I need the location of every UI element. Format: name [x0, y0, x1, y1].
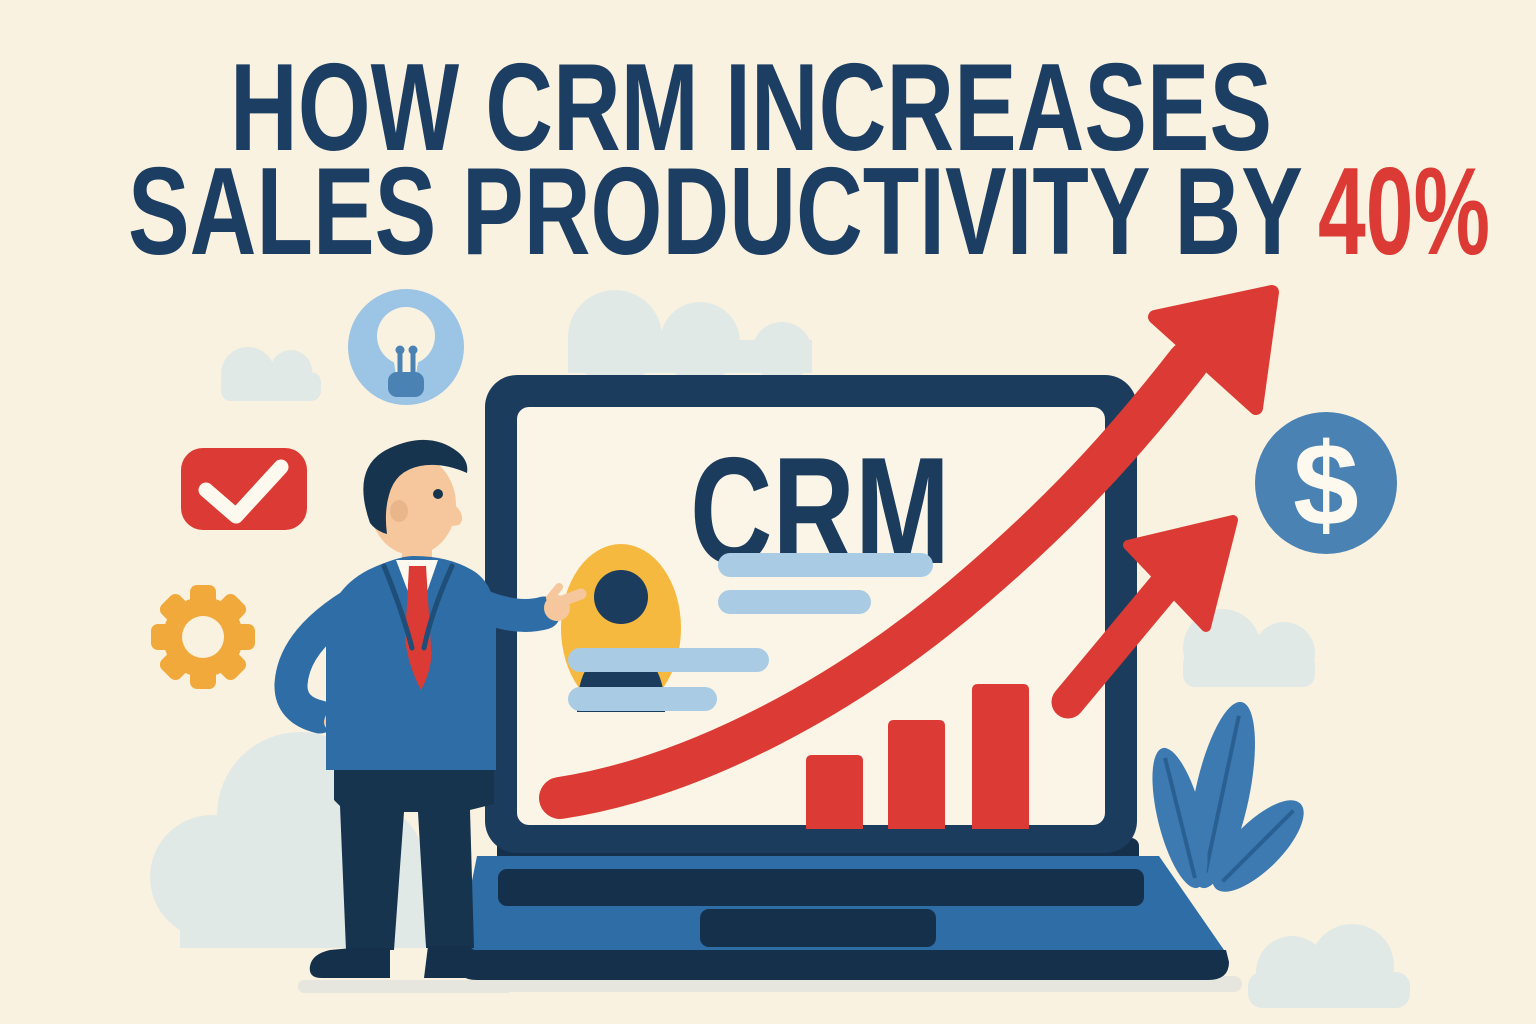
bar-chart: [806, 684, 1029, 829]
lapel-right: [421, 563, 455, 651]
growth-arrowhead: [1148, 285, 1279, 415]
man-shadow: [298, 980, 513, 993]
secondary-arrowhead: [1123, 515, 1238, 632]
pointing-hand: [544, 583, 587, 621]
plant-leaves: [1152, 701, 1304, 892]
laptop-keyboard: [498, 869, 1144, 906]
chart-bar-1: [806, 755, 863, 829]
secondary-growth-arrow: [1051, 515, 1238, 719]
checkmark-icon: [181, 448, 307, 530]
laptop-base: [456, 950, 1229, 980]
growth-curve-arrow: [539, 285, 1279, 819]
lapel-left: [381, 563, 415, 651]
headline: HOW CRM INCREASES SALES PRODUCTIVITY BY …: [128, 39, 1490, 281]
laptop: CRM: [456, 375, 1229, 980]
hair: [363, 439, 468, 534]
cloud-bottom-right: [1248, 924, 1410, 1008]
chart-bar-2: [888, 720, 945, 829]
cloud-left: [221, 347, 321, 401]
placeholder-text-lines: [568, 553, 933, 711]
text-line-4: [568, 687, 717, 711]
businessman: [274, 439, 587, 978]
cloud-top: [568, 290, 812, 384]
text-line-1: [718, 553, 933, 577]
text-line-2: [718, 590, 871, 614]
tie: [405, 566, 432, 690]
left-shoe: [309, 948, 390, 978]
headline-line1: HOW CRM INCREASES: [230, 39, 1272, 177]
laptop-screen: [517, 407, 1105, 825]
trousers: [334, 756, 494, 950]
gear-icon: [151, 585, 255, 689]
chart-bar-3: [972, 684, 1029, 829]
head: [363, 439, 468, 555]
right-shoe: [424, 946, 495, 978]
text-line-3: [568, 648, 769, 672]
ear: [390, 500, 408, 522]
laptop-trackpad: [700, 909, 936, 947]
pointing-arm: [447, 581, 561, 632]
headline-highlight-40-percent: 40%: [1318, 143, 1490, 281]
user-avatar-icon: [561, 544, 681, 712]
headline-line2: SALES PRODUCTIVITY BY: [128, 143, 1303, 281]
dollar-symbol: $: [1293, 419, 1359, 551]
lightbulb-icon: [348, 289, 464, 405]
eye: [433, 489, 443, 499]
dollar-icon: $: [1255, 412, 1397, 554]
nose: [447, 505, 463, 527]
